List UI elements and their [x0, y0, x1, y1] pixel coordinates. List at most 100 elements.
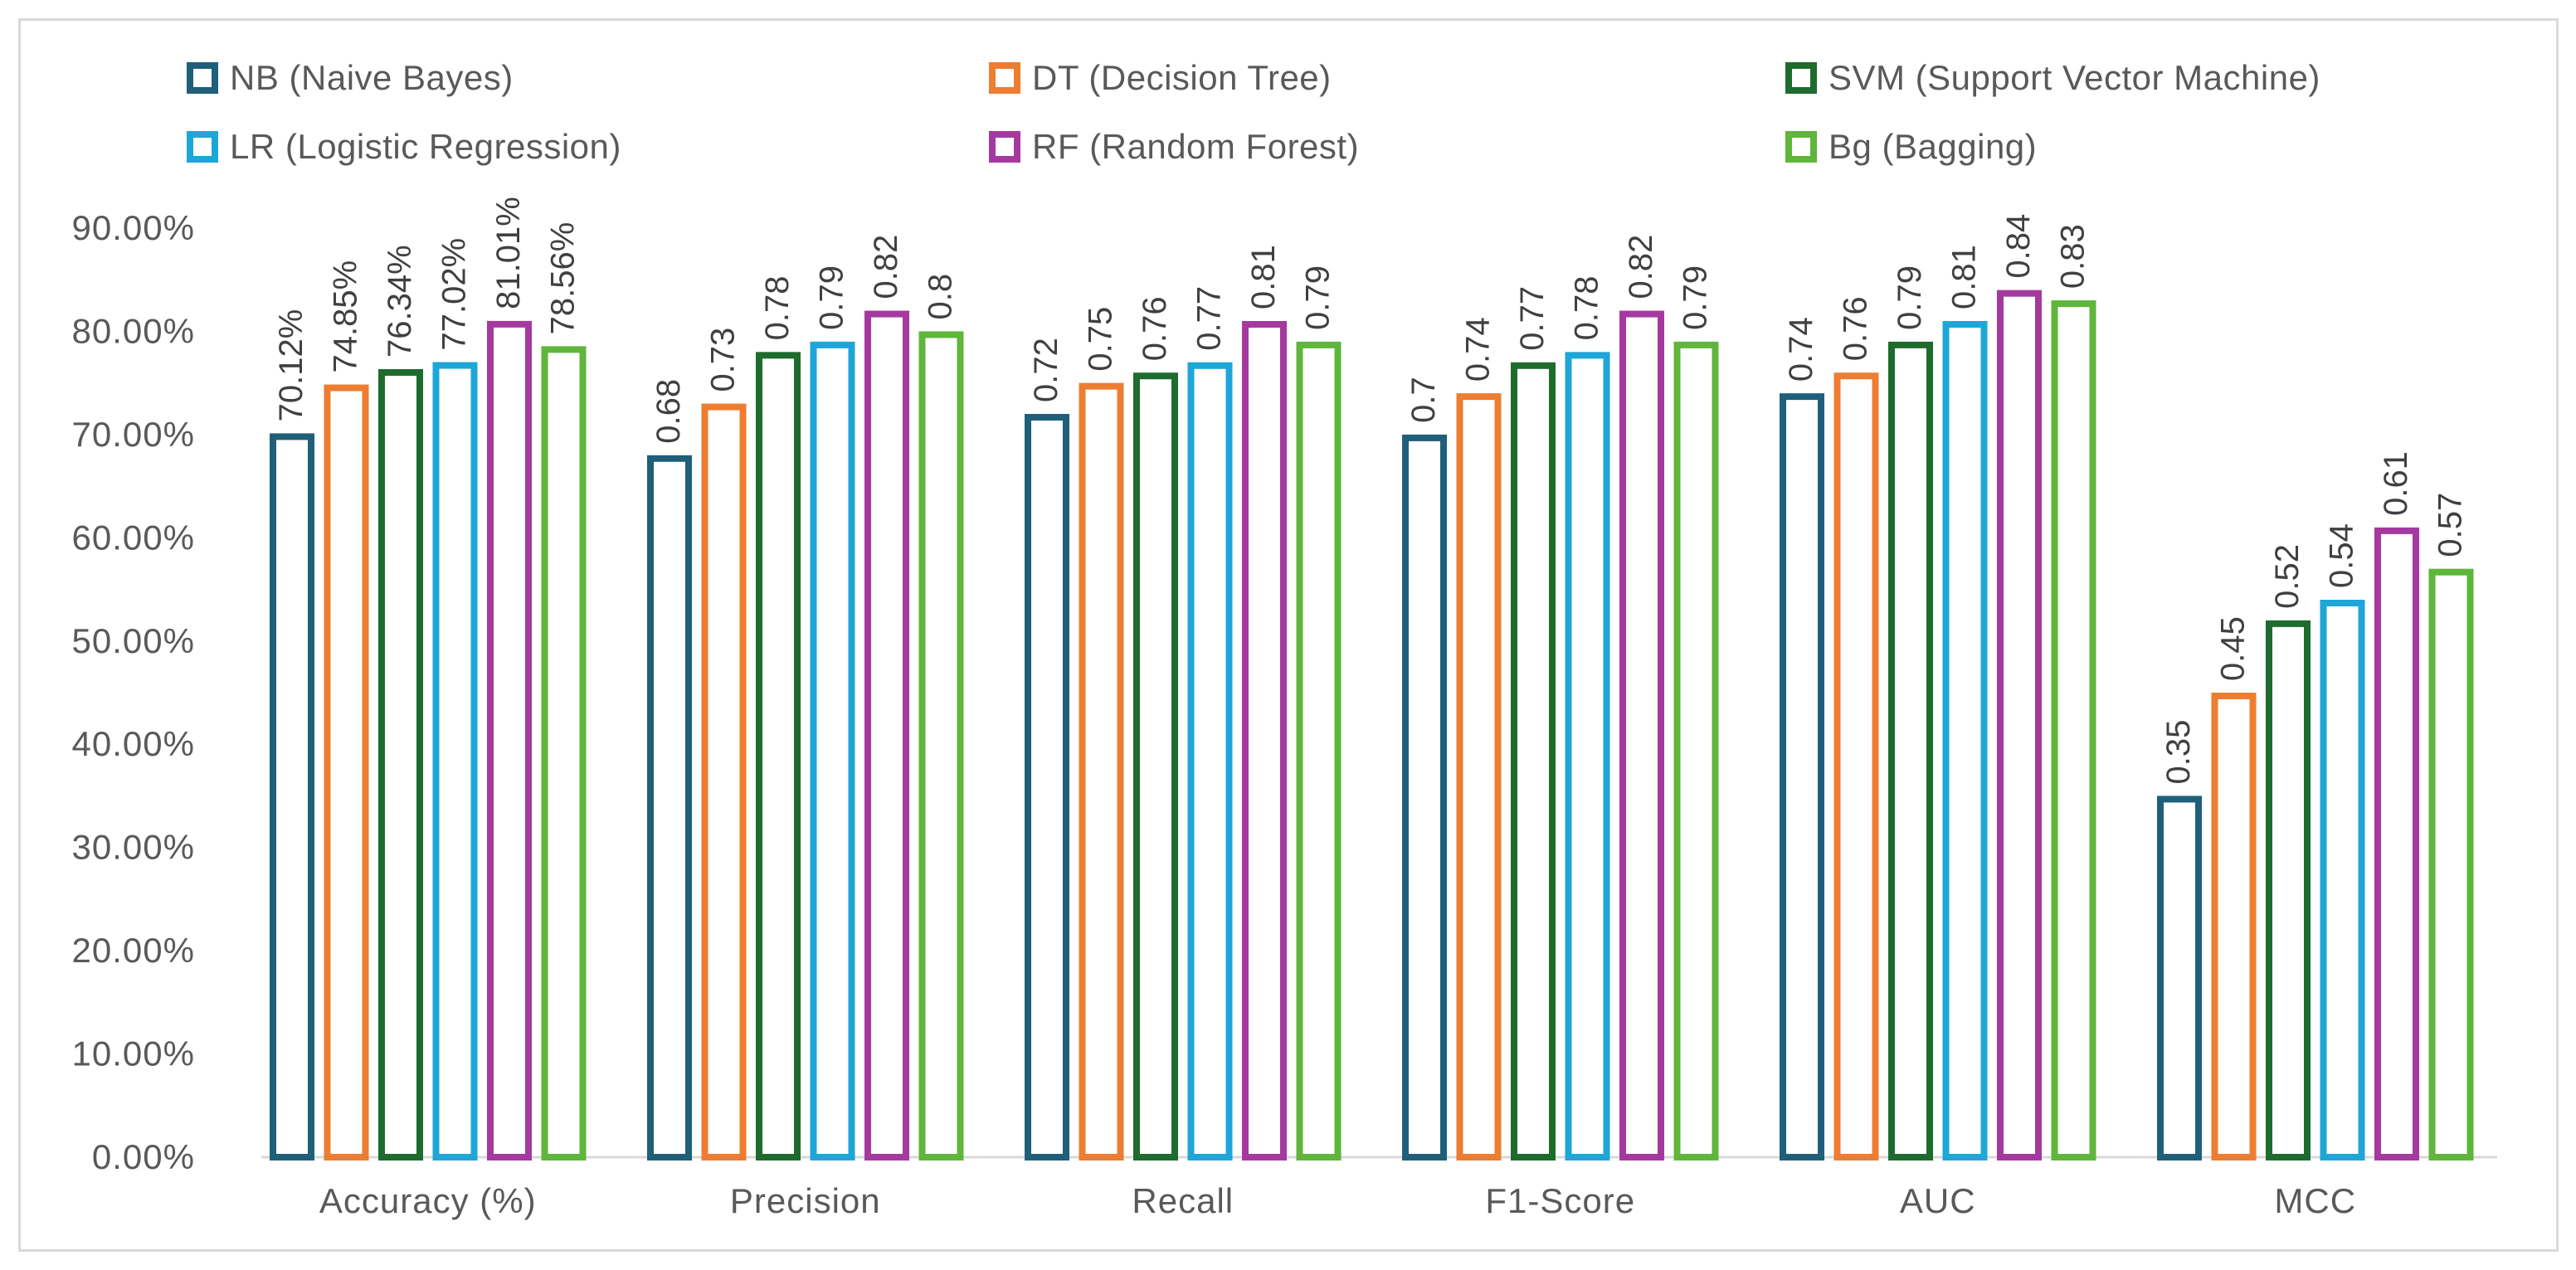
legend-swatch-icon	[187, 62, 218, 94]
data-label: 78.56%	[545, 222, 582, 335]
data-label: 0.79	[1300, 265, 1337, 330]
data-label: 0.76	[1137, 296, 1173, 361]
bar	[432, 362, 478, 1161]
bar	[2374, 527, 2419, 1161]
category-label: F1-Score	[1485, 1181, 1635, 1220]
bar	[918, 331, 964, 1161]
data-label: 0.73	[705, 328, 742, 392]
bar	[701, 403, 747, 1161]
data-label: 0.74	[1783, 317, 1819, 382]
bar-chart: 0.00% 10.00% 20.00% 30.00% 40.00% 50.00% 60.00…	[72, 197, 2497, 1220]
bar	[864, 310, 909, 1161]
legend-item: LR (Logistic Regression)	[187, 122, 621, 172]
category-label: Recall	[1132, 1181, 1234, 1220]
data-label: 0.52	[2269, 544, 2306, 609]
data-label: 0.77	[1191, 286, 1228, 351]
data-label: 0.72	[1028, 338, 1064, 402]
y-tick-label: 40.00%	[72, 724, 195, 763]
data-label: 0.84	[2000, 214, 2037, 279]
legend-swatch-icon	[989, 62, 1020, 94]
bar	[647, 455, 692, 1161]
data-label: 70.12%	[273, 309, 309, 422]
data-label: 0.68	[650, 379, 687, 444]
bar	[1942, 321, 1988, 1161]
bar	[1997, 290, 2042, 1161]
legend-swatch-icon	[989, 131, 1020, 163]
data-label: 0.79	[814, 265, 850, 330]
data-label: 0.79	[1678, 265, 1714, 330]
data-label: 0.45	[2215, 616, 2252, 681]
legend-label: NB (Naive Bayes)	[230, 58, 514, 97]
bar	[1242, 321, 1287, 1161]
bar	[2051, 300, 2096, 1161]
data-label: 0.74	[1460, 317, 1497, 382]
data-label: 0.61	[2378, 451, 2414, 516]
legend-label: LR (Logistic Regression)	[230, 127, 621, 166]
y-tick-label: 60.00%	[72, 518, 195, 557]
legend-item: NB (Naive Bayes)	[187, 53, 514, 103]
legend-label: SVM (Support Vector Machine)	[1829, 58, 2320, 97]
y-tick-label: 10.00%	[72, 1034, 195, 1073]
legend-item: RF (Random Forest)	[989, 122, 1359, 172]
category-label: AUC	[1900, 1181, 1976, 1220]
data-label: 0.35	[2160, 720, 2197, 785]
bar	[1296, 341, 1342, 1161]
y-tick-label: 30.00%	[72, 828, 195, 867]
legend-swatch-icon	[1785, 131, 1817, 163]
data-label: 0.76	[1838, 296, 1874, 361]
data-label: 74.85%	[328, 260, 364, 373]
bar	[1079, 382, 1124, 1161]
bar	[1511, 362, 1556, 1161]
bar	[1673, 341, 1719, 1161]
legend-item: SVM (Support Vector Machine)	[1785, 53, 2320, 103]
bar	[378, 368, 423, 1161]
legend-item: Bg (Bagging)	[1785, 122, 2037, 172]
data-label: 77.02%	[436, 238, 473, 351]
legend-label: DT (Decision Tree)	[1032, 58, 1332, 97]
data-label: 76.34%	[382, 245, 418, 358]
bar	[2428, 568, 2474, 1161]
data-label: 81.01%	[490, 197, 527, 309]
bar	[487, 320, 532, 1161]
data-label: 0.81	[1946, 245, 1983, 309]
bar	[1565, 352, 1610, 1161]
chart-frame: 0.00% 10.00% 20.00% 30.00% 40.00% 50.00% 60.00…	[18, 18, 2559, 1252]
y-tick-label: 50.00%	[72, 621, 195, 660]
bar	[1456, 393, 1502, 1161]
data-label: 0.77	[1514, 286, 1551, 351]
data-label: 0.75	[1083, 307, 1119, 372]
legend-swatch-icon	[1785, 62, 1817, 94]
bar	[324, 384, 369, 1161]
bar	[1619, 310, 1664, 1161]
data-label: 0.82	[868, 235, 904, 299]
data-label: 0.81	[1245, 245, 1282, 309]
category-label: Accuracy (%)	[319, 1181, 537, 1220]
data-label: 0.54	[2324, 523, 2360, 588]
data-label: 0.7	[1405, 377, 1442, 423]
y-tick-label: 0.00%	[92, 1137, 195, 1176]
data-label: 0.82	[1623, 235, 1659, 299]
category-label: Precision	[730, 1181, 881, 1220]
data-label: 0.57	[2432, 493, 2469, 557]
data-label: 0.78	[1569, 275, 1605, 340]
y-tick-label: 80.00%	[72, 311, 195, 350]
bar	[1025, 414, 1069, 1161]
category-label: MCC	[2274, 1181, 2356, 1220]
bar	[1187, 362, 1233, 1161]
bar	[1402, 434, 1447, 1161]
legend-item: DT (Decision Tree)	[989, 53, 1332, 103]
data-label: 0.8	[923, 274, 959, 320]
legend-swatch-icon	[187, 131, 218, 163]
bar	[2266, 620, 2311, 1161]
bar	[1888, 341, 1933, 1161]
data-label: 0.83	[2055, 224, 2091, 289]
bar	[541, 346, 587, 1161]
y-tick-label: 70.00%	[72, 415, 195, 454]
bar	[2211, 693, 2257, 1161]
bar	[810, 341, 855, 1161]
data-label: 0.78	[759, 275, 796, 340]
bar	[756, 352, 801, 1161]
legend-label: Bg (Bagging)	[1829, 127, 2038, 166]
bar	[2157, 796, 2202, 1161]
bar	[1133, 372, 1178, 1161]
